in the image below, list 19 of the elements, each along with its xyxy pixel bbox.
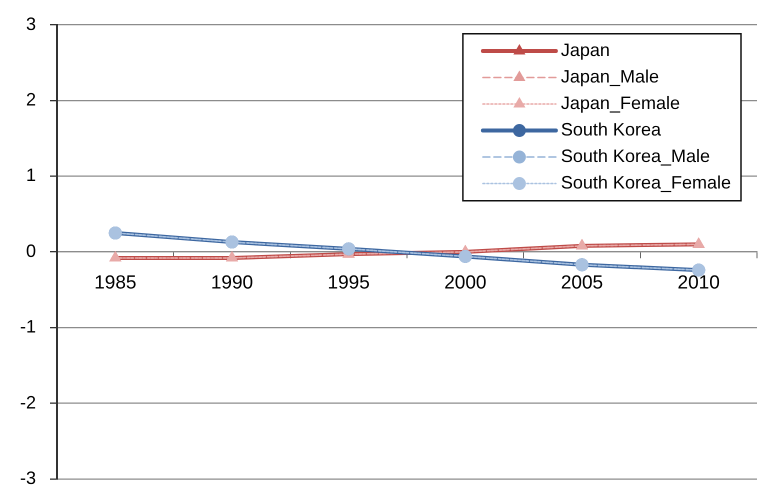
legend-label: South Korea_Male <box>560 146 710 166</box>
y-tick-label: 1 <box>26 165 36 186</box>
x-tick-label: 1995 <box>328 272 370 294</box>
y-tick-label: 0 <box>26 240 36 261</box>
x-tick-label: 2000 <box>444 272 486 294</box>
x-tick-label: 2010 <box>678 272 720 294</box>
legend-label: South Korea_Female <box>560 172 732 193</box>
x-tick-label: 1985 <box>94 272 136 294</box>
legend-label: Japan <box>560 40 610 60</box>
y-tick-label: -1 <box>20 316 36 337</box>
legend-label: South Korea <box>560 120 662 140</box>
y-tick-label: 2 <box>26 89 36 110</box>
y-tick-label: -3 <box>20 468 36 488</box>
legend-label: Japan_Male <box>560 66 659 87</box>
y-tick-label: -2 <box>20 392 36 412</box>
legend-label: Japan_Female <box>560 93 680 114</box>
x-tick-label: 2005 <box>560 272 604 294</box>
x-tick-label: 1990 <box>210 272 254 294</box>
y-tick-label: 3 <box>26 14 36 34</box>
